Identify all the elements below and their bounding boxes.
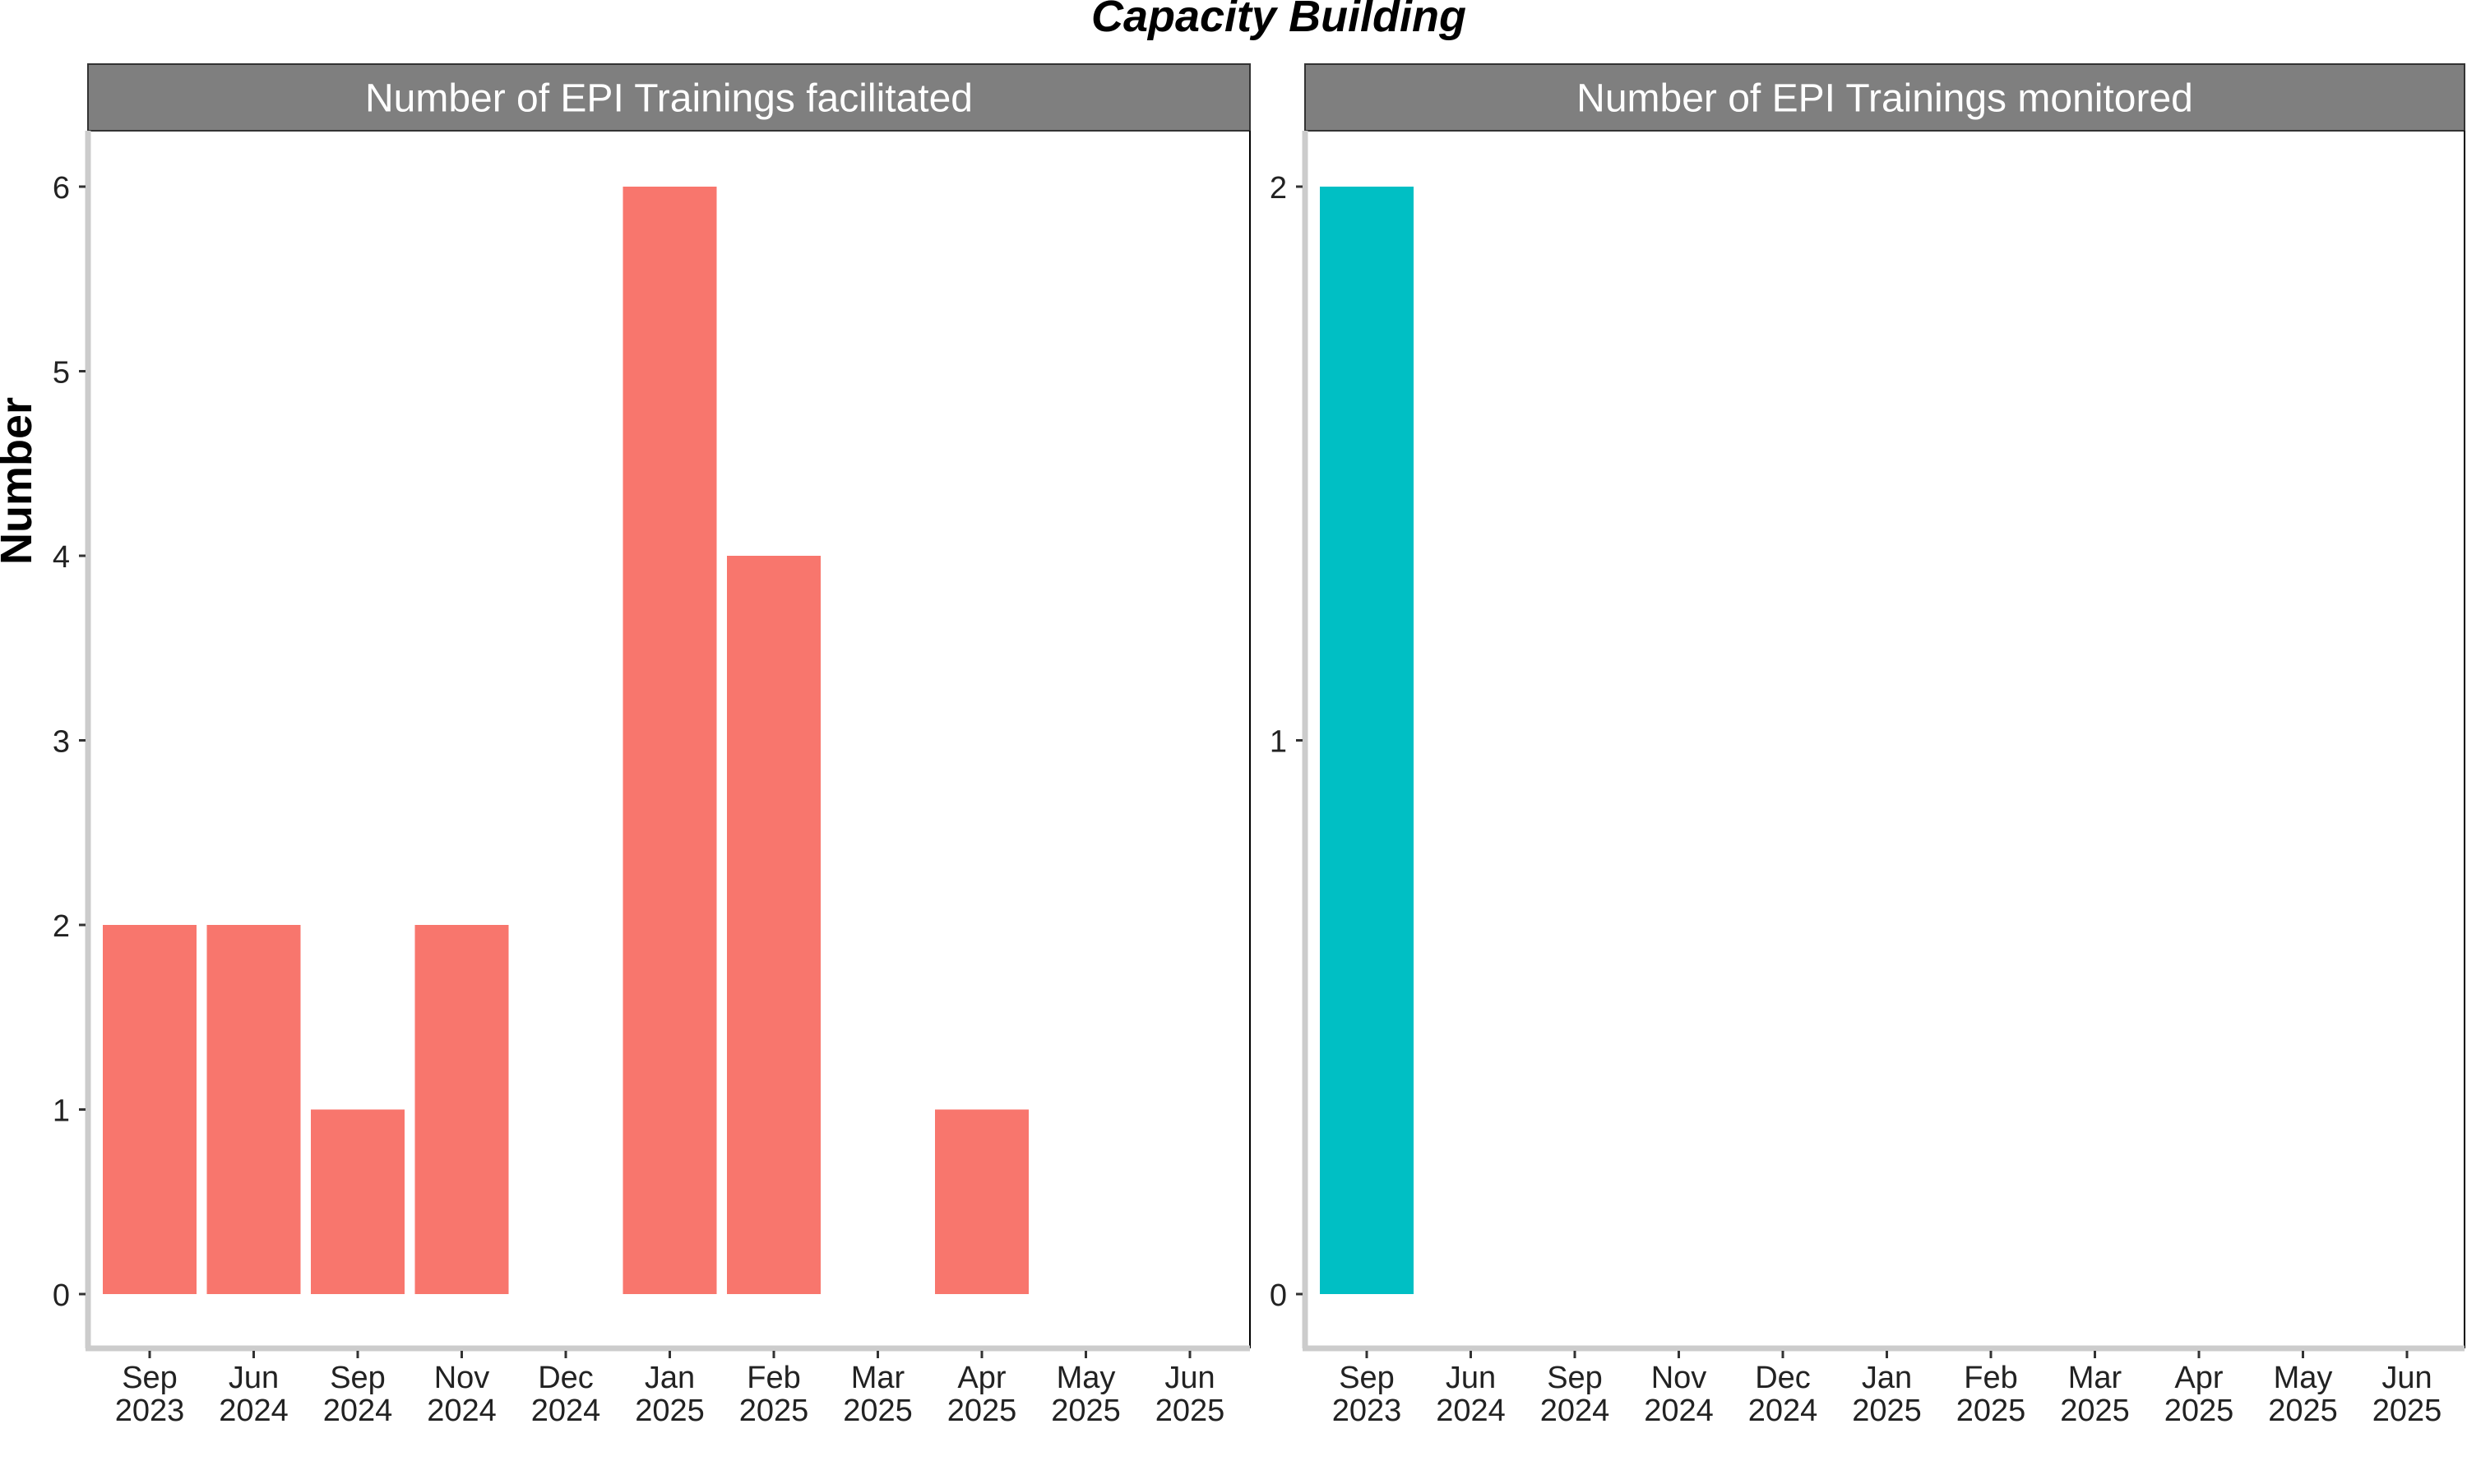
x-tick-label-year: 2025 <box>1956 1394 2026 1428</box>
x-tick-label-year: 2024 <box>427 1394 497 1428</box>
x-tick-label-month: Apr <box>957 1361 1006 1395</box>
x-tick-label-month: Jan <box>1862 1361 1912 1395</box>
x-tick-label-month: Mar <box>2068 1361 2122 1395</box>
x-tick-label-year: 2023 <box>1332 1394 1402 1428</box>
x-tick-label-month: Sep <box>1339 1361 1395 1395</box>
y-tick-label: 6 <box>53 171 70 206</box>
y-tick-label: 2 <box>53 909 70 944</box>
x-tick-label-month: Apr <box>2174 1361 2223 1395</box>
x-tick-label-month: Feb <box>1964 1361 2017 1395</box>
x-tick-label-year: 2024 <box>219 1394 289 1428</box>
x-tick-label-year: 2024 <box>531 1394 601 1428</box>
x-tick-label-year: 2024 <box>1540 1394 1610 1428</box>
chart-title: Capacity Building <box>1091 0 1466 41</box>
panel-monitored: Number of EPI Trainings monitored012Sep2… <box>1270 63 2465 1428</box>
y-tick-label: 5 <box>53 356 70 391</box>
y-tick-label: 0 <box>53 1278 70 1313</box>
x-tick-label-year: 2024 <box>1748 1394 1818 1428</box>
y-axis-label: Number <box>0 397 41 565</box>
x-tick-label-year: 2025 <box>947 1394 1017 1428</box>
x-tick-label-year: 2023 <box>115 1394 185 1428</box>
panel-strip-monitored <box>1304 63 2465 132</box>
x-tick-label-month: Nov <box>1651 1361 1707 1395</box>
x-tick-label-month: Jan <box>645 1361 695 1395</box>
y-tick-label: 1 <box>53 1094 70 1129</box>
x-tick-label-month: May <box>1057 1361 1116 1395</box>
x-tick-label-year: 2025 <box>2164 1394 2234 1428</box>
x-tick-label-month: Mar <box>851 1361 905 1395</box>
x-tick-label-month: Sep <box>1547 1361 1603 1395</box>
x-tick-label-month: Jun <box>1446 1361 1496 1395</box>
y-tick-label: 4 <box>53 540 70 575</box>
x-tick-label-month: Jun <box>1164 1361 1215 1395</box>
x-tick-label-month: Jun <box>2381 1361 2432 1395</box>
bar-facilitated-apr-2025 <box>935 1109 1029 1294</box>
x-tick-label-year: 2025 <box>843 1394 913 1428</box>
bar-facilitated-jun-2024 <box>206 925 301 1294</box>
x-tick-label-year: 2025 <box>1051 1394 1121 1428</box>
x-tick-label-month: May <box>2274 1361 2333 1395</box>
x-tick-label-month: Dec <box>538 1361 594 1395</box>
x-tick-label-year: 2025 <box>1155 1394 1225 1428</box>
x-tick-label-year: 2025 <box>2060 1394 2130 1428</box>
x-tick-label-year: 2025 <box>635 1394 705 1428</box>
bar-monitored-sep-2023 <box>1320 187 1414 1294</box>
bar-facilitated-feb-2025 <box>727 556 821 1294</box>
x-tick-label-year: 2025 <box>1852 1394 1922 1428</box>
x-tick-label-year: 2025 <box>2268 1394 2338 1428</box>
x-tick-label-year: 2025 <box>2372 1394 2442 1428</box>
panel-title-monitored: Number of EPI Trainings monitored <box>1576 77 2193 121</box>
y-tick-label: 0 <box>1270 1278 1287 1313</box>
bar-facilitated-nov-2024 <box>414 925 509 1294</box>
x-tick-label-month: Sep <box>122 1361 178 1395</box>
y-tick-label: 2 <box>1270 171 1287 206</box>
panel-facilitated: Number of EPI Trainings facilitated 0 1 2 3 4… <box>53 63 1251 1428</box>
panel-strip-facilitated <box>87 63 1251 132</box>
x-tick-label-year: 2025 <box>739 1394 809 1428</box>
panel-title-facilitated: Number of EPI Trainings facilitated <box>365 77 973 121</box>
x-tick-label-year: 2024 <box>1436 1394 1506 1428</box>
x-tick-label-month: Nov <box>434 1361 490 1395</box>
y-tick-label: 3 <box>53 725 70 760</box>
x-tick-label-year: 2024 <box>323 1394 393 1428</box>
x-tick-label-month: Dec <box>1755 1361 1811 1395</box>
x-tick-label-year: 2024 <box>1644 1394 1714 1428</box>
y-tick-label: 1 <box>1270 725 1287 760</box>
bar-facilitated-jan-2025 <box>623 187 717 1294</box>
bar-facilitated-sep-2023 <box>103 925 197 1294</box>
x-tick-label-month: Jun <box>229 1361 279 1395</box>
x-tick-label-month: Sep <box>330 1361 386 1395</box>
bar-facilitated-sep-2024 <box>311 1109 405 1294</box>
x-tick-label-month: Feb <box>747 1361 800 1395</box>
